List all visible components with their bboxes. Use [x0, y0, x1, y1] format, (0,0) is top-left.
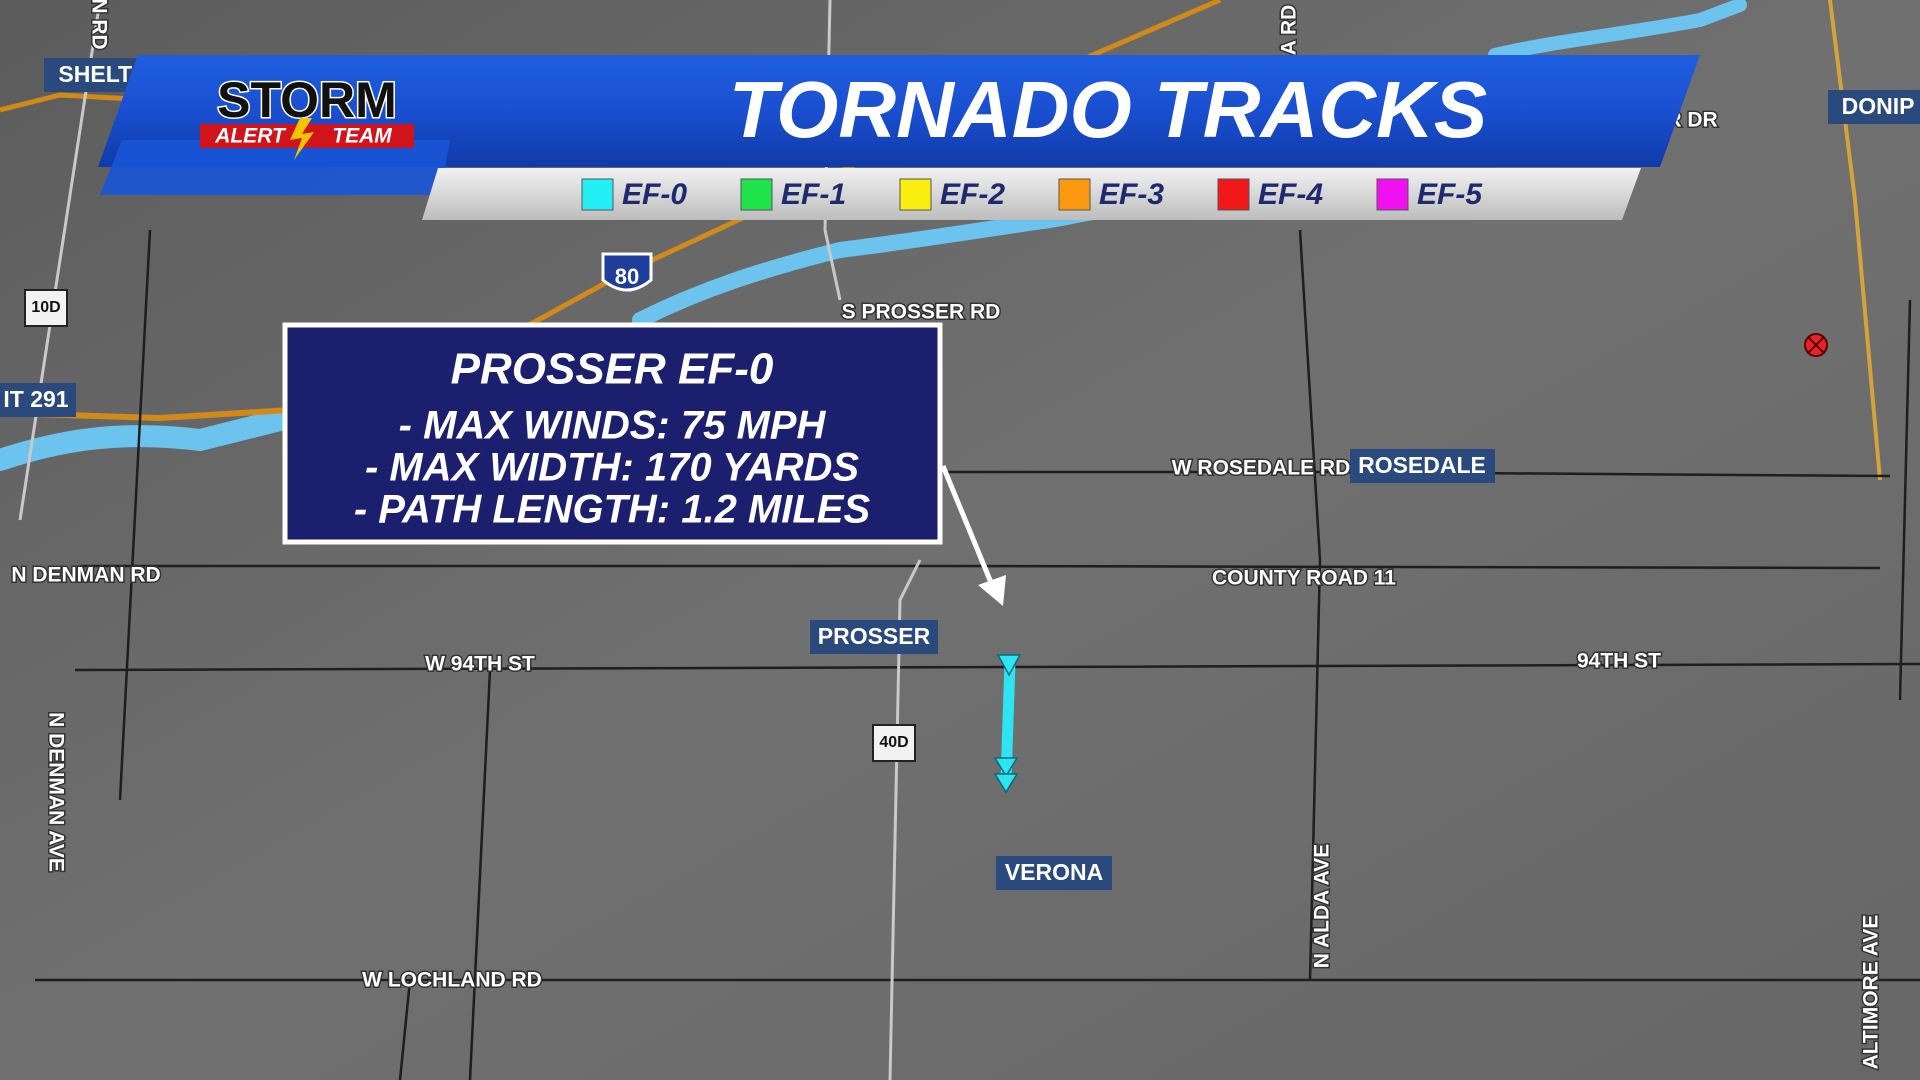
logo-line: ALERT	[214, 125, 287, 148]
legend-label: EF-3	[1099, 178, 1164, 211]
road-label: COUNTY ROAD 11	[1212, 567, 1396, 590]
road-label: 94TH ST	[1577, 650, 1661, 673]
tornado-track	[993, 654, 1022, 794]
town-label: PROSSER	[818, 623, 931, 649]
callout-arrow	[940, 465, 1006, 606]
logo: STORM ALERT TEAM	[200, 71, 414, 160]
road-label: N ALDA AVE	[1311, 844, 1334, 968]
legend-swatch	[1376, 178, 1409, 211]
legend: EF-0 EF-1 EF-2 EF-3 EF-4 EF-5	[581, 178, 1483, 211]
info-line: - MAX WIDTH: 170 YARDS	[365, 446, 859, 490]
town-label: ROSEDALE	[1358, 452, 1486, 478]
road-label: ALTIMORE AVE	[1860, 915, 1883, 1070]
town-box	[1350, 449, 1495, 483]
road-label: W ROSEDALE RD	[1172, 457, 1351, 480]
road-label: W 94TH ST	[425, 653, 535, 676]
legend-swatch	[581, 178, 614, 211]
town-label: DONIP	[1842, 93, 1915, 119]
info-line: - MAX WINDS: 75 MPH	[399, 404, 827, 448]
shield: 10D	[24, 289, 68, 327]
legend-swatch	[1058, 178, 1091, 211]
road-label: S PROSSER RD	[842, 301, 1001, 324]
road-label: N RD	[87, 0, 110, 50]
legend-swatch	[740, 178, 773, 211]
legend-label: EF-5	[1417, 178, 1483, 211]
legend-bar	[422, 168, 1641, 220]
marker	[1807, 336, 1825, 354]
town-box	[0, 383, 76, 417]
info-title: PROSSER EF-0	[451, 345, 774, 394]
info-line: - PATH LENGTH: 1.2 MILES	[354, 488, 871, 532]
legend-label: EF-4	[1258, 178, 1323, 211]
town-box	[1828, 90, 1920, 124]
town-box	[996, 856, 1112, 890]
shield: 40D	[872, 724, 916, 762]
town-box	[810, 620, 938, 654]
shield-label: 40D	[879, 734, 908, 751]
info-box: PROSSER EF-0 - MAX WINDS: 75 MPH - MAX W…	[282, 322, 943, 545]
logo-word: STORM	[217, 72, 397, 128]
banner-accent	[100, 140, 450, 195]
town-label: VERONA	[1005, 859, 1103, 885]
shield-label: 80	[615, 264, 639, 289]
road-label: A RD	[1278, 5, 1301, 56]
title: TORNADO TRACKS	[729, 65, 1488, 154]
legend-label: EF-1	[781, 178, 846, 211]
highway	[1828, 0, 1882, 481]
shield-label: 10D	[31, 299, 60, 316]
road-label: N DENMAN AVE	[44, 712, 67, 872]
road-label: W LOCHLAND RD	[362, 969, 542, 992]
logo-line: TEAM	[332, 125, 392, 148]
legend-label: EF-0	[622, 178, 687, 211]
title-banner	[98, 55, 1700, 167]
highway	[0, 92, 151, 113]
roads	[18, 0, 1920, 1080]
road-label: N DENMAN RD	[11, 564, 160, 587]
legend-label: EF-2	[940, 178, 1005, 211]
legend-swatch	[899, 178, 932, 211]
town-label: IT 291	[3, 386, 68, 412]
shield: 80	[601, 252, 653, 292]
legend-swatch	[1217, 178, 1250, 211]
